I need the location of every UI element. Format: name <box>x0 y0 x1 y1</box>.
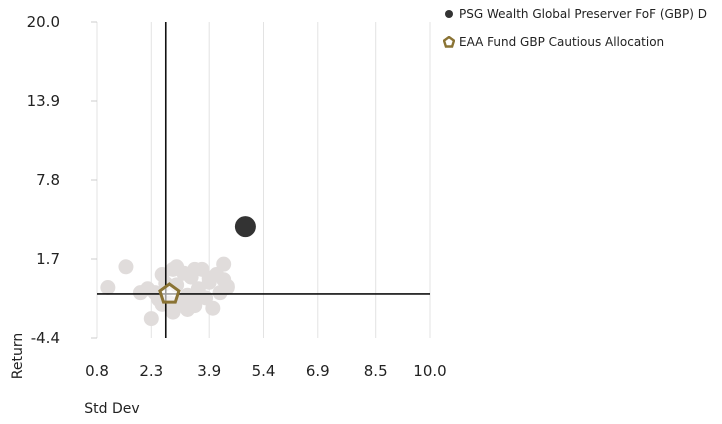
y-tick-label: 1.7 <box>36 250 60 268</box>
peer-point <box>190 289 206 305</box>
y-tick-label: 13.9 <box>27 92 60 110</box>
y-tick-labels: 20.0 13.9 7.8 1.7 -4.4 <box>27 13 60 347</box>
peer-point <box>219 279 235 295</box>
pentagon-marker-icon <box>442 35 456 49</box>
x-tick-label: 0.8 <box>85 362 109 380</box>
peer-point <box>143 311 159 327</box>
legend-item-category: EAA Fund GBP Cautious Allocation <box>442 34 707 50</box>
peer-point <box>179 302 195 318</box>
peer-point <box>169 259 185 275</box>
legend: PSG Wealth Global Preserver FoF (GBP) D … <box>442 6 707 62</box>
x-tick-labels: 0.8 2.3 3.9 5.4 6.9 8.5 10.0 <box>85 362 447 380</box>
peer-point <box>118 259 134 275</box>
x-tick-label: 3.9 <box>197 362 221 380</box>
grid-lines <box>91 21 431 339</box>
peer-point <box>205 300 221 316</box>
x-tick-label: 6.9 <box>306 362 330 380</box>
peer-point <box>187 261 203 277</box>
x-tick-label: 5.4 <box>252 362 276 380</box>
y-tick-label: 20.0 <box>27 13 60 31</box>
legend-label-category: EAA Fund GBP Cautious Allocation <box>459 35 665 49</box>
circle-marker-icon <box>442 7 456 21</box>
peer-point <box>165 304 181 320</box>
x-tick-label: 8.5 <box>364 362 388 380</box>
legend-label-fund: PSG Wealth Global Preserver FoF (GBP) D <box>459 7 708 21</box>
y-tick-label: -4.4 <box>31 329 60 347</box>
y-tick-label: 7.8 <box>36 171 60 189</box>
peer-point <box>201 270 217 286</box>
x-tick-label: 2.3 <box>139 362 163 380</box>
x-tick-label: 10.0 <box>413 362 446 380</box>
fund-point <box>234 216 256 238</box>
peer-point <box>100 279 116 295</box>
category-point <box>158 282 181 304</box>
highlight-markers <box>158 216 256 304</box>
y-axis-title: Return <box>10 333 26 379</box>
x-axis-title: Std Dev <box>84 401 139 417</box>
legend-item-fund: PSG Wealth Global Preserver FoF (GBP) D <box>442 6 707 22</box>
peer-point <box>216 256 232 272</box>
